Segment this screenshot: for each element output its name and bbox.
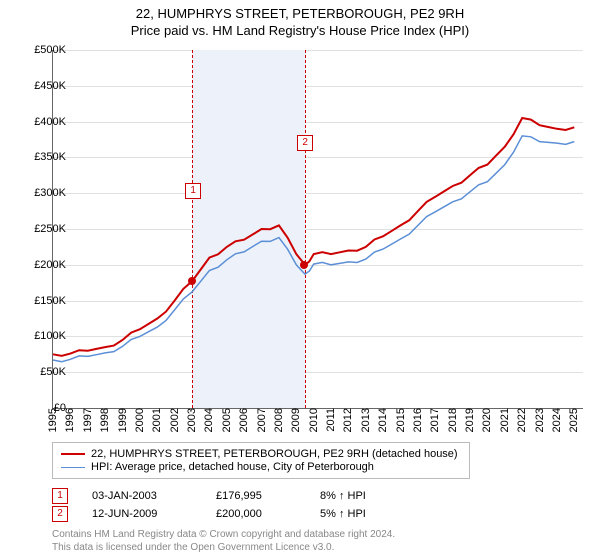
x-tick-label: 2001 [151,408,163,438]
legend-text: 22, HUMPHRYS STREET, PETERBOROUGH, PE2 9… [91,448,458,460]
legend-swatch [61,453,85,455]
x-tick-label: 2007 [256,408,268,438]
y-tick-label: £150K [20,295,66,307]
legend-swatch [61,467,85,468]
x-tick-label: 1997 [82,408,94,438]
x-tick-label: 2017 [429,408,441,438]
marker-label-1: 1 [185,183,201,199]
footer-attribution: Contains HM Land Registry data © Crown c… [52,528,395,554]
x-tick-label: 2005 [221,408,233,438]
chart-title: 22, HUMPHRYS STREET, PETERBOROUGH, PE2 9… [0,0,600,21]
x-tick-label: 1999 [117,408,129,438]
x-tick-label: 1995 [47,408,59,438]
y-tick-label: £500K [20,44,66,56]
x-tick-label: 2018 [447,408,459,438]
footer-line-2: This data is licensed under the Open Gov… [52,541,395,554]
x-tick-label: 2011 [325,408,337,438]
y-tick-label: £350K [20,151,66,163]
y-tick-label: £50K [20,366,66,378]
y-tick-label: £300K [20,187,66,199]
x-tick-label: 2022 [516,408,528,438]
x-tick-label: 2015 [395,408,407,438]
y-tick-label: £200K [20,259,66,271]
x-tick-label: 1996 [64,408,76,438]
series-line-price_paid [53,118,574,356]
y-tick-label: £100K [20,330,66,342]
transaction-date: 12-JUN-2009 [92,508,192,520]
x-tick-label: 2019 [464,408,476,438]
transaction-row: 2 12-JUN-2009 £200,000 5% ↑ HPI [52,506,400,522]
x-tick-label: 2024 [551,408,563,438]
chart-container: 22, HUMPHRYS STREET, PETERBOROUGH, PE2 9… [0,0,600,560]
transaction-pct: 8% ↑ HPI [320,490,400,502]
x-tick-label: 2002 [169,408,181,438]
transaction-table: 1 03-JAN-2003 £176,995 8% ↑ HPI 2 12-JUN-2009… [52,488,400,524]
transaction-marker-icon: 2 [52,506,68,522]
transaction-pct: 5% ↑ HPI [320,508,400,520]
legend: 22, HUMPHRYS STREET, PETERBOROUGH, PE2 9… [52,442,470,479]
y-tick-label: £250K [20,223,66,235]
x-tick-label: 2010 [308,408,320,438]
x-tick-label: 2016 [412,408,424,438]
footer-line-1: Contains HM Land Registry data © Crown c… [52,528,395,541]
transaction-row: 1 03-JAN-2003 £176,995 8% ↑ HPI [52,488,400,504]
x-tick-label: 2008 [273,408,285,438]
marker-dot-2 [300,261,308,269]
transaction-price: £200,000 [216,508,296,520]
legend-item: 22, HUMPHRYS STREET, PETERBOROUGH, PE2 9… [61,448,461,460]
y-tick-label: £400K [20,116,66,128]
plot-area: 12 [52,50,583,409]
x-tick-label: 1998 [99,408,111,438]
x-tick-label: 2023 [534,408,546,438]
x-tick-label: 2014 [377,408,389,438]
x-tick-label: 2000 [134,408,146,438]
x-tick-label: 2003 [186,408,198,438]
series-line-hpi [53,136,574,362]
x-tick-label: 2004 [203,408,215,438]
y-tick-label: £450K [20,80,66,92]
x-tick-label: 2006 [238,408,250,438]
transaction-marker-icon: 1 [52,488,68,504]
legend-item: HPI: Average price, detached house, City… [61,461,461,473]
legend-text: HPI: Average price, detached house, City… [91,461,374,473]
x-tick-label: 2025 [568,408,580,438]
x-tick-label: 2021 [499,408,511,438]
x-tick-label: 2009 [290,408,302,438]
line-svg [53,50,583,408]
chart-subtitle: Price paid vs. HM Land Registry's House … [0,21,600,42]
transaction-price: £176,995 [216,490,296,502]
x-tick-label: 2020 [481,408,493,438]
transaction-date: 03-JAN-2003 [92,490,192,502]
x-tick-label: 2012 [342,408,354,438]
marker-dot-1 [188,277,196,285]
marker-label-2: 2 [297,135,313,151]
x-tick-label: 2013 [360,408,372,438]
y-tick-label: £0 [20,402,66,414]
